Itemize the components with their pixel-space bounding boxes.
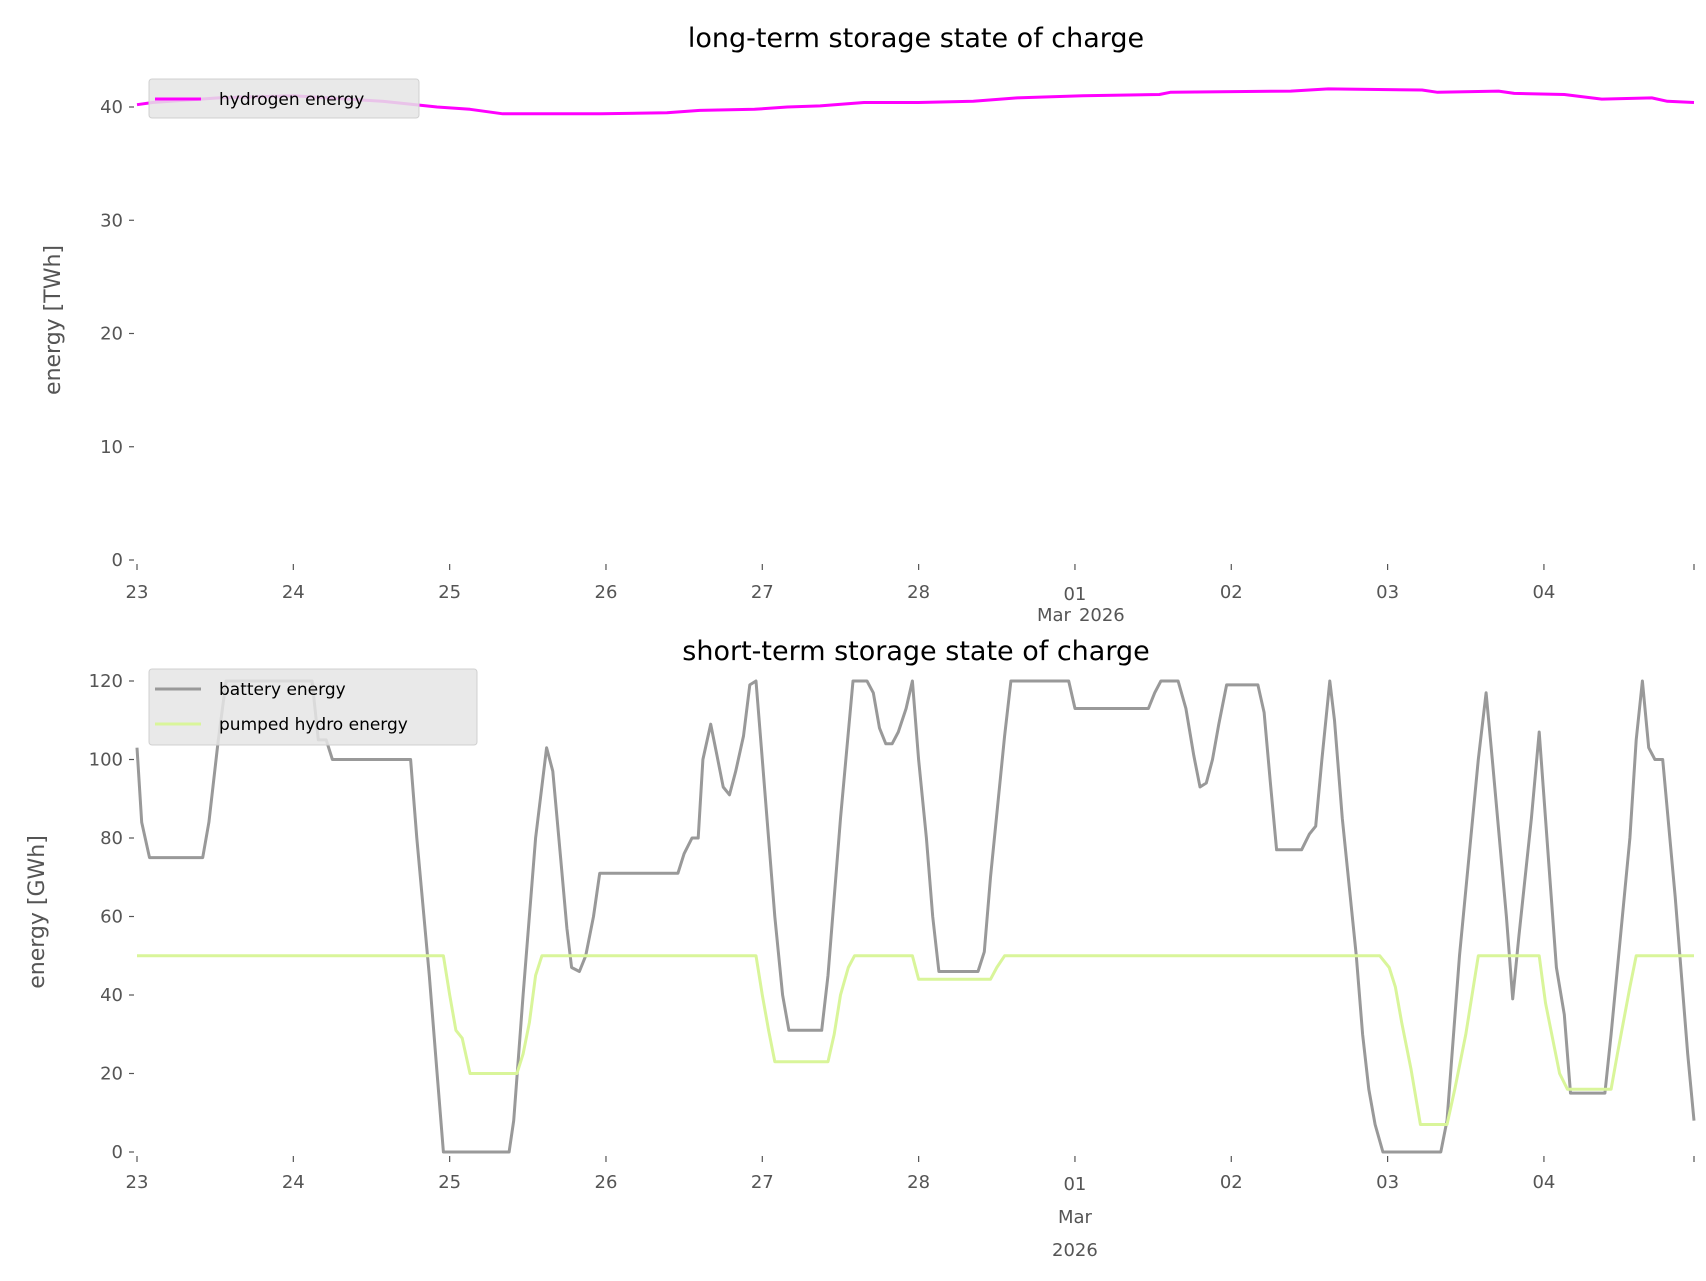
y-tick-label: 30 bbox=[100, 210, 123, 231]
x-tick-label: 23 bbox=[126, 582, 149, 603]
x-tick-label: 28 bbox=[907, 1172, 930, 1193]
chart-panel-1: short-term storage state of charge energy… bbox=[25, 636, 1696, 1261]
x-tick-label: 01 bbox=[1063, 1174, 1086, 1195]
y-axis-label: energy [TWh] bbox=[41, 245, 66, 395]
y-tick-label: 20 bbox=[100, 324, 123, 345]
legend: battery energy pumped hydro energy bbox=[148, 668, 478, 746]
legend-box bbox=[148, 668, 478, 746]
y-tick-label: 40 bbox=[100, 985, 123, 1006]
x-tick-month: Mar bbox=[1037, 605, 1072, 626]
x-tick-label: 04 bbox=[1532, 582, 1555, 603]
x-tick-label: 01 bbox=[1063, 584, 1086, 605]
x-tick-label: 03 bbox=[1376, 582, 1399, 603]
x-tick-label: 25 bbox=[438, 582, 461, 603]
x-tick-month: Mar bbox=[1058, 1207, 1093, 1228]
y-tick-label: 80 bbox=[100, 828, 123, 849]
y-axis-label: energy [GWh] bbox=[25, 835, 50, 989]
x-tick-label: 02 bbox=[1220, 582, 1243, 603]
x-tick-label: 26 bbox=[595, 1172, 618, 1193]
y-tick-label: 10 bbox=[100, 437, 123, 458]
chart-title: long-term storage state of charge bbox=[688, 23, 1144, 54]
x-tick-label: 24 bbox=[282, 582, 305, 603]
series-line-hydrogen-energy bbox=[136, 87, 1695, 116]
x-tick-label: 25 bbox=[438, 1172, 461, 1193]
chart-title: short-term storage state of charge bbox=[682, 636, 1149, 667]
y-tick-label: 20 bbox=[100, 1064, 123, 1085]
legend-label: hydrogen energy bbox=[219, 90, 364, 110]
y-tick-label: 100 bbox=[89, 750, 123, 771]
y-tick-label: 0 bbox=[112, 1142, 123, 1163]
x-tick-label: 03 bbox=[1376, 1172, 1399, 1193]
legend-box bbox=[148, 78, 420, 119]
x-tick-label: 24 bbox=[282, 1172, 305, 1193]
chart-panel-0: long-term storage state of charge energy … bbox=[41, 23, 1695, 626]
x-tick-label: 23 bbox=[126, 1172, 149, 1193]
x-tick-year: 2026 bbox=[1052, 1240, 1098, 1261]
x-tick-label: 26 bbox=[595, 582, 618, 603]
y-tick-label: 40 bbox=[100, 97, 123, 118]
x-tick-label: 02 bbox=[1220, 1172, 1243, 1193]
x-tick-label: 27 bbox=[751, 582, 774, 603]
x-tick-label: 27 bbox=[751, 1172, 774, 1193]
x-tick-label: 04 bbox=[1532, 1172, 1555, 1193]
y-tick-label: 0 bbox=[112, 550, 123, 571]
legend-label: battery energy bbox=[219, 680, 346, 700]
y-tick-label: 60 bbox=[100, 907, 123, 928]
legend: hydrogen energy bbox=[148, 78, 420, 119]
x-tick-label: 28 bbox=[907, 582, 930, 603]
legend-label: pumped hydro energy bbox=[219, 715, 408, 735]
series-line-pumped-hydro-energy bbox=[137, 954, 1694, 1126]
series-line-battery-energy bbox=[135, 679, 1696, 1154]
x-tick-year: 2026 bbox=[1079, 605, 1125, 626]
y-tick-label: 120 bbox=[89, 671, 123, 692]
